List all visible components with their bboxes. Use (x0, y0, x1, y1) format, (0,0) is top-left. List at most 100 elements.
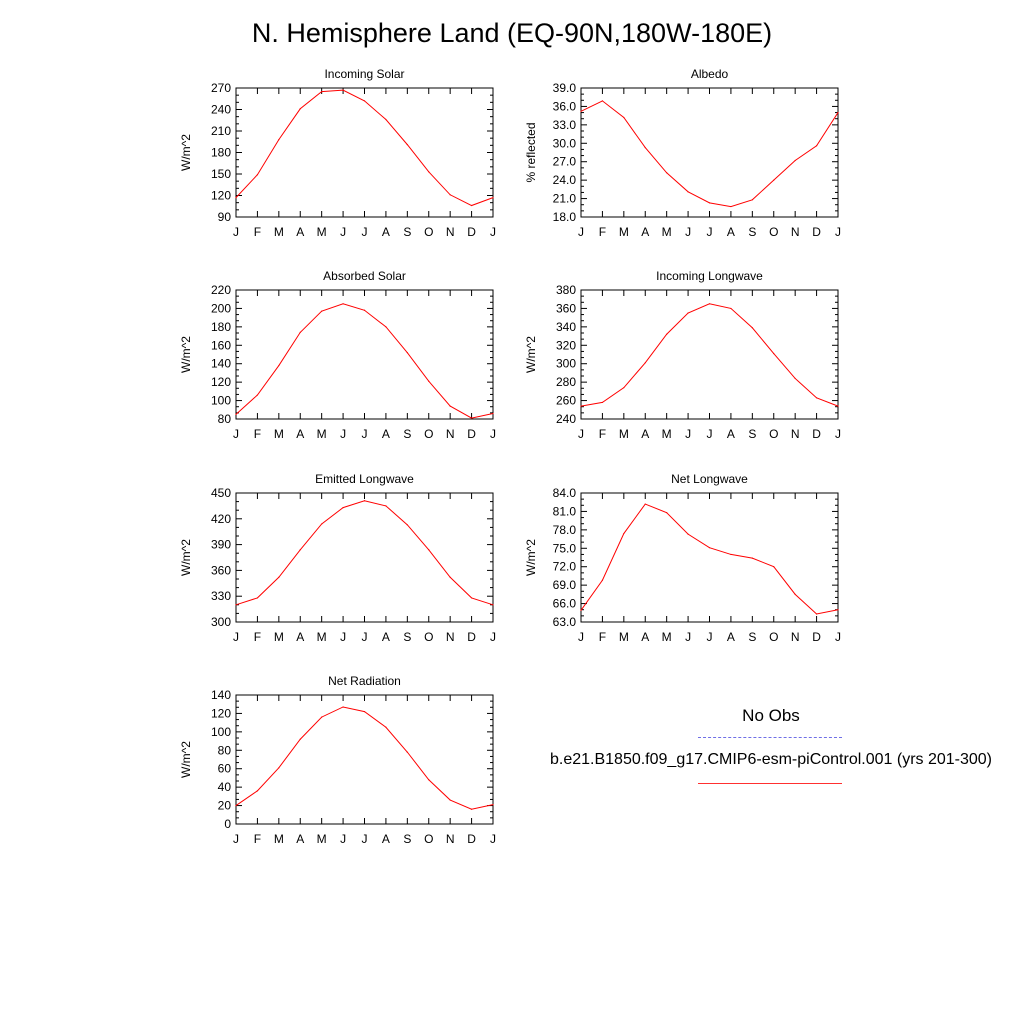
x-tick-label: M (619, 427, 629, 441)
data-point (256, 174, 259, 176)
data-point (235, 197, 237, 199)
data-point (449, 405, 451, 407)
data-point (751, 557, 753, 559)
x-tick-label: M (317, 832, 327, 846)
y-tick-label: 120 (211, 375, 231, 389)
x-tick-label: A (727, 427, 735, 441)
data-point (492, 604, 494, 606)
series-line (580, 503, 839, 615)
data-point (321, 716, 323, 718)
data-point (321, 523, 323, 525)
data-point (299, 738, 301, 740)
plot-frame (580, 87, 839, 218)
data-point (428, 171, 430, 173)
data-point (644, 362, 646, 364)
data-point (385, 118, 387, 121)
x-tick-label: J (233, 832, 239, 846)
x-tick-label: D (812, 427, 821, 441)
y-tick-label: 80 (218, 412, 232, 426)
data-point (773, 566, 775, 568)
data-point (773, 352, 775, 355)
y-tick-label: 300 (211, 615, 231, 629)
x-tick-label: M (274, 832, 284, 846)
x-tick-label: J (340, 427, 346, 441)
y-tick-label: 390 (211, 538, 231, 552)
panel-incoming-solar: Incoming Solar W/m^2 90 120 150 180 210 240 270 J… (179, 67, 496, 239)
data-point (773, 179, 775, 181)
data-point (644, 146, 646, 149)
y-tick-label: 66.0 (553, 597, 577, 611)
data-point (363, 309, 366, 311)
y-tick-label: 320 (556, 338, 576, 352)
x-tick-label: J (340, 832, 346, 846)
data-point (470, 597, 473, 599)
x-tick-label: J (490, 630, 496, 644)
panel-albedo: Albedo % reflected 18.0 21.0 24.0 27.0 30.0 33.… (524, 67, 841, 239)
x-tick-label: J (362, 427, 368, 441)
x-tick-label: F (599, 630, 606, 644)
x-tick-label: J (685, 630, 691, 644)
page-title: N. Hemisphere Land (EQ-90N,180W-180E) (251, 18, 773, 48)
y-axis-label: W/m^2 (179, 741, 193, 778)
y-tick-label: 72.0 (553, 560, 577, 574)
data-point (299, 331, 301, 333)
x-tick-label: O (424, 225, 433, 239)
x-tick-label: O (769, 427, 778, 441)
x-tick-label: J (685, 427, 691, 441)
data-point (342, 507, 344, 509)
data-point (492, 197, 494, 199)
data-point (601, 100, 604, 102)
data-point (406, 144, 408, 146)
data-point (321, 90, 323, 93)
data-point (751, 199, 753, 201)
x-tick-label: D (467, 427, 476, 441)
data-point (235, 604, 237, 606)
x-tick-label: J (490, 225, 496, 239)
x-tick-label: F (254, 832, 261, 846)
x-tick-label: J (707, 225, 713, 239)
data-point (342, 303, 344, 305)
x-tick-label: J (362, 832, 368, 846)
data-point (601, 401, 604, 404)
x-tick-label: A (727, 225, 735, 239)
y-tick-label: 78.0 (553, 523, 577, 537)
data-point (256, 394, 259, 396)
panel-absorbed-solar: Absorbed Solar W/m^2 80 100 120 140 160 180 200 2… (179, 269, 496, 441)
panel-emitted-longwave: Emitted Longwave W/m^2 300 330 360 390 420 450 J… (179, 472, 496, 644)
y-tick-label: 300 (556, 357, 576, 371)
y-tick-label: 180 (211, 320, 231, 334)
plot-frame (235, 289, 494, 420)
data-point (794, 377, 796, 380)
data-point (623, 387, 625, 389)
x-tick-label: A (641, 225, 649, 239)
y-tick-label: 270 (211, 81, 231, 95)
x-tick-label: J (835, 427, 841, 441)
x-tick-label: O (424, 630, 433, 644)
x-tick-label: S (748, 630, 756, 644)
x-tick-label: J (233, 225, 239, 239)
y-tick-label: 200 (211, 301, 231, 315)
y-tick-label: 140 (211, 357, 231, 371)
x-tick-label: A (382, 225, 390, 239)
data-point (278, 364, 280, 367)
series-line (580, 303, 839, 407)
x-tick-label: N (791, 630, 800, 644)
data-point (687, 533, 689, 535)
x-tick-label: S (403, 225, 411, 239)
x-tick-label: D (467, 225, 476, 239)
y-tick-label: 0 (224, 817, 231, 831)
data-point (470, 808, 473, 810)
data-point (644, 503, 646, 505)
data-point (363, 500, 366, 502)
y-tick-label: 360 (211, 563, 231, 577)
x-tick-label: J (578, 427, 584, 441)
data-point (492, 804, 494, 806)
data-point (406, 524, 408, 526)
x-tick-label: N (791, 225, 800, 239)
x-tick-label: J (685, 225, 691, 239)
x-tick-label: A (727, 630, 735, 644)
x-tick-label: A (296, 832, 304, 846)
y-tick-label: 380 (556, 283, 576, 297)
x-tick-label: M (274, 630, 284, 644)
